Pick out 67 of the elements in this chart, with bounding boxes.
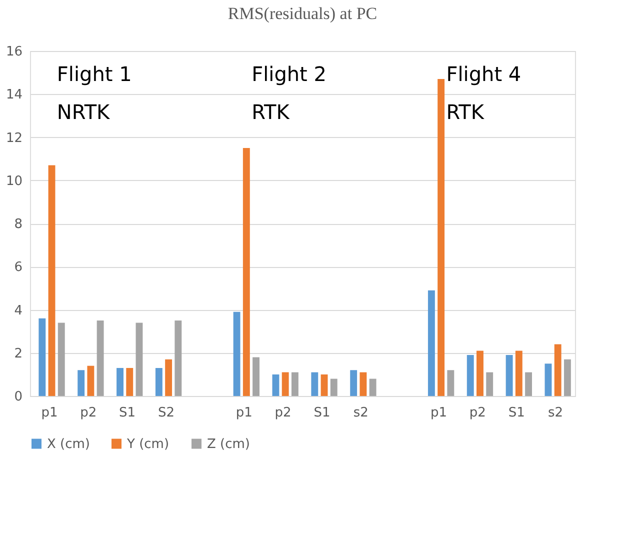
annotation: Flight 4 bbox=[446, 62, 522, 86]
y-tick-label: 4 bbox=[14, 303, 22, 318]
y-tick-label: 14 bbox=[6, 88, 22, 103]
bar bbox=[428, 290, 435, 396]
bar bbox=[447, 370, 454, 396]
bar bbox=[291, 372, 298, 396]
bar bbox=[58, 322, 65, 396]
x-tick-label: p2 bbox=[274, 406, 292, 420]
y-tick-label: 12 bbox=[6, 130, 22, 146]
legend-label: Z (cm) bbox=[207, 436, 250, 452]
bar bbox=[136, 322, 143, 396]
x-tick-label: S1 bbox=[119, 406, 136, 420]
bar bbox=[252, 357, 260, 396]
y-tick-label: 6 bbox=[14, 260, 22, 276]
annotation: NRTK bbox=[56, 100, 111, 124]
bar bbox=[87, 366, 94, 396]
x-tick-label: s2 bbox=[548, 406, 564, 420]
bar bbox=[272, 374, 280, 396]
bar bbox=[525, 372, 532, 396]
bar bbox=[233, 312, 240, 396]
bar bbox=[116, 368, 124, 396]
bar bbox=[486, 372, 494, 396]
bar bbox=[438, 79, 445, 396]
bar bbox=[48, 165, 56, 396]
bar bbox=[78, 370, 85, 396]
bar bbox=[320, 374, 328, 396]
y-tick-label: 10 bbox=[6, 174, 22, 189]
annotation: Flight 2 bbox=[252, 62, 326, 86]
bar bbox=[515, 350, 522, 396]
x-tick-label: p1 bbox=[430, 406, 448, 420]
bar bbox=[311, 372, 318, 396]
bar bbox=[282, 372, 289, 396]
legend-label: X (cm) bbox=[47, 436, 90, 452]
annotation: Flight 1 bbox=[56, 62, 132, 86]
bar bbox=[564, 359, 571, 396]
y-tick-label: 16 bbox=[6, 44, 22, 60]
bar bbox=[466, 355, 474, 396]
bar bbox=[96, 320, 104, 396]
x-tick-label: p1 bbox=[41, 406, 58, 420]
bar bbox=[554, 344, 562, 396]
y-tick-label: 8 bbox=[14, 217, 22, 232]
bar bbox=[350, 370, 358, 396]
bar bbox=[155, 368, 162, 396]
y-tick-label: 0 bbox=[14, 390, 22, 404]
annotation: RTK bbox=[446, 100, 485, 124]
legend-label: Y (cm) bbox=[126, 436, 170, 452]
x-tick-label: s2 bbox=[353, 406, 368, 420]
chart-title: RMS(residuals) at PC bbox=[228, 4, 378, 23]
bar bbox=[369, 378, 376, 396]
y-tick-label: 2 bbox=[14, 346, 22, 362]
x-tick-label: S1 bbox=[314, 406, 330, 420]
x-tick-label: S1 bbox=[508, 406, 525, 420]
bar bbox=[544, 364, 552, 396]
bar bbox=[360, 372, 367, 396]
x-tick-label: p1 bbox=[236, 406, 252, 420]
bar bbox=[174, 320, 182, 396]
bar bbox=[242, 148, 250, 396]
bar bbox=[165, 359, 172, 396]
x-tick-label: p2 bbox=[80, 406, 97, 420]
bar bbox=[330, 378, 338, 396]
bar bbox=[126, 368, 134, 396]
bar bbox=[38, 318, 46, 396]
x-tick-label: p2 bbox=[469, 406, 486, 420]
bar bbox=[506, 355, 513, 396]
annotation: RTK bbox=[252, 100, 290, 124]
x-tick-label: S2 bbox=[158, 406, 175, 420]
bar bbox=[476, 350, 484, 396]
